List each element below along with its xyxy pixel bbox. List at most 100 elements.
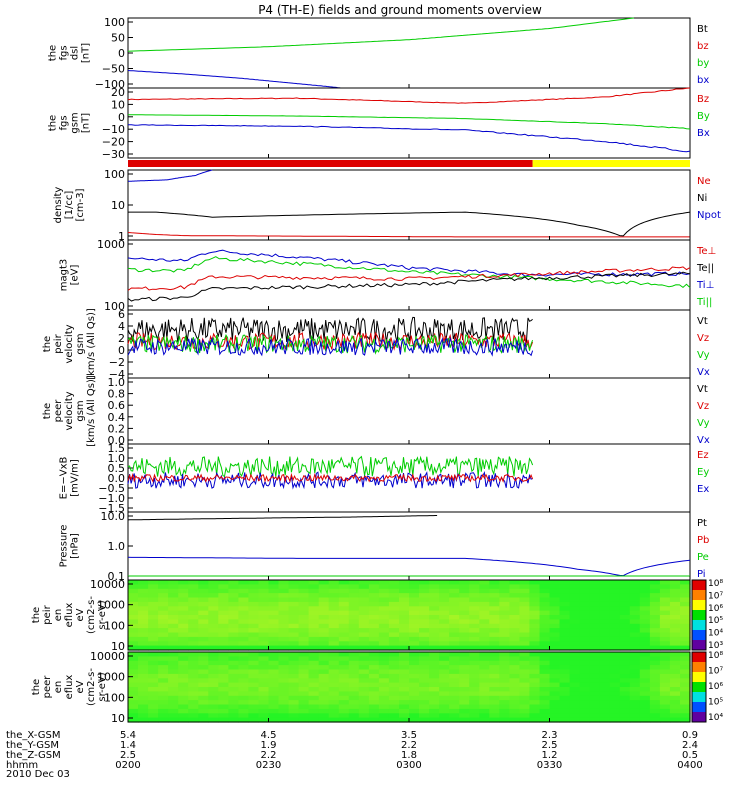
spectrogram-cell (449, 584, 460, 590)
spectrogram-cell (459, 717, 470, 723)
y-axis-label: thefgsdsl[nT] (48, 43, 92, 63)
spectrogram-cell (639, 641, 651, 647)
spectrogram-cell (328, 580, 340, 585)
spectrogram-cell (449, 623, 460, 629)
spectrogram-cell (559, 678, 571, 684)
spectrogram-cell (609, 682, 621, 688)
spectrogram-cell (298, 615, 310, 620)
spectrogram-cell (599, 628, 611, 634)
spectrogram-cell (579, 597, 591, 603)
spectrogram-cell (208, 619, 219, 625)
spectrogram-cell (499, 708, 510, 714)
spectrogram-cell (138, 593, 149, 599)
spectrogram-cell (629, 695, 641, 701)
spectrogram-cell (288, 717, 300, 723)
spectrogram-cell (489, 610, 500, 616)
spectrogram-cell (469, 682, 480, 688)
spectrogram-cell (559, 700, 571, 706)
spectrogram-cell (358, 593, 370, 599)
spectrogram-cell (439, 652, 450, 657)
spectrogram-cell (318, 623, 330, 629)
spectrogram-cell (198, 628, 209, 634)
spectrogram-cell (368, 687, 380, 692)
spectrogram-cell (509, 645, 520, 651)
spectrogram-cell (358, 700, 370, 706)
spectrogram-cell (579, 665, 591, 671)
y-tick-label: 1 (118, 230, 125, 243)
spectrogram-cell (138, 645, 149, 651)
spectrogram-cell (338, 593, 350, 599)
spectrogram-cell (208, 669, 219, 675)
spectrogram-cell (138, 601, 149, 607)
spectrogram-cell (368, 708, 380, 714)
spectrogram-cell (298, 619, 310, 625)
spectrogram-cell (328, 584, 340, 590)
spectrogram-cell (479, 700, 490, 706)
spectrogram-cell (368, 673, 380, 679)
spectrogram-cell (629, 645, 641, 651)
spectrogram-cell (399, 669, 410, 675)
spectrogram-cell (188, 593, 199, 599)
colorbar-tick: 10⁷ (708, 591, 723, 601)
spectrogram-cell (449, 588, 460, 594)
spectrogram-cell (429, 606, 440, 612)
spectrogram-cell (208, 584, 219, 590)
spectrogram-cell (328, 623, 340, 629)
spectrogram-cell (298, 669, 310, 675)
spectrogram-cell (338, 665, 350, 671)
y-tick-label: 0.0 (108, 472, 126, 485)
spectrogram-cell (218, 717, 229, 723)
spectrogram-cell (218, 673, 229, 679)
spectrogram-cell (579, 682, 591, 688)
y-axis-label-line: eflux (64, 675, 75, 700)
spectrogram-cell (659, 619, 671, 625)
spectrogram-cell (569, 660, 581, 666)
spectrogram-cell (680, 708, 691, 714)
y-tick-label: 10 (111, 712, 125, 725)
spectrogram-cell (298, 678, 310, 684)
spectrogram-cell (439, 628, 450, 634)
spectrogram-cell (499, 700, 510, 706)
spectrogram-cell (569, 665, 581, 671)
spectrogram-cell (419, 623, 430, 629)
spectrogram-cell (639, 597, 651, 603)
spectrogram-cell (449, 628, 460, 634)
spectrogram-cell (619, 636, 631, 642)
spectrogram-cell (609, 708, 621, 714)
spectrogram-cell (579, 700, 591, 706)
spectrogram-cell (198, 580, 209, 585)
spectrogram-cell (409, 580, 420, 585)
legend-entry: Pb (697, 535, 709, 546)
spectrogram-cell (258, 610, 270, 616)
spectrogram-cell (228, 584, 239, 590)
spectrogram-cell (489, 717, 500, 723)
spectrogram-cell (128, 615, 139, 620)
spectrogram-cell (619, 700, 631, 706)
spectrogram-cell (228, 652, 239, 657)
legend-entry: by (697, 58, 709, 69)
spectrogram-cell (509, 580, 520, 585)
spectrogram-cell (278, 660, 290, 666)
spectrogram-cell (579, 601, 591, 607)
y-tick-label: −100 (95, 78, 125, 91)
spectrogram-cell (268, 691, 280, 697)
spectrogram-cell (429, 713, 440, 719)
spectrogram-cell (328, 660, 340, 666)
spectrogram-cell (158, 593, 169, 599)
x-row-value: 1.4 (120, 740, 136, 751)
spectrogram-cell (519, 623, 530, 629)
spectrogram-cell (278, 682, 290, 688)
spectrogram-cell (639, 717, 651, 723)
spectrogram-cell (579, 606, 591, 612)
spectrogram-cell (479, 691, 490, 697)
spectrogram-cell (298, 606, 310, 612)
spectrogram-cell (659, 673, 671, 679)
spectrogram-cell (238, 700, 249, 706)
spectrogram-cell (348, 641, 360, 647)
spectrogram-cell (368, 601, 380, 607)
spectrogram-cell (278, 593, 290, 599)
spectrogram-cell (499, 691, 510, 697)
spectrogram-cell (409, 597, 420, 603)
spectrogram-cell (469, 660, 480, 666)
spectrogram-cell (649, 601, 661, 607)
